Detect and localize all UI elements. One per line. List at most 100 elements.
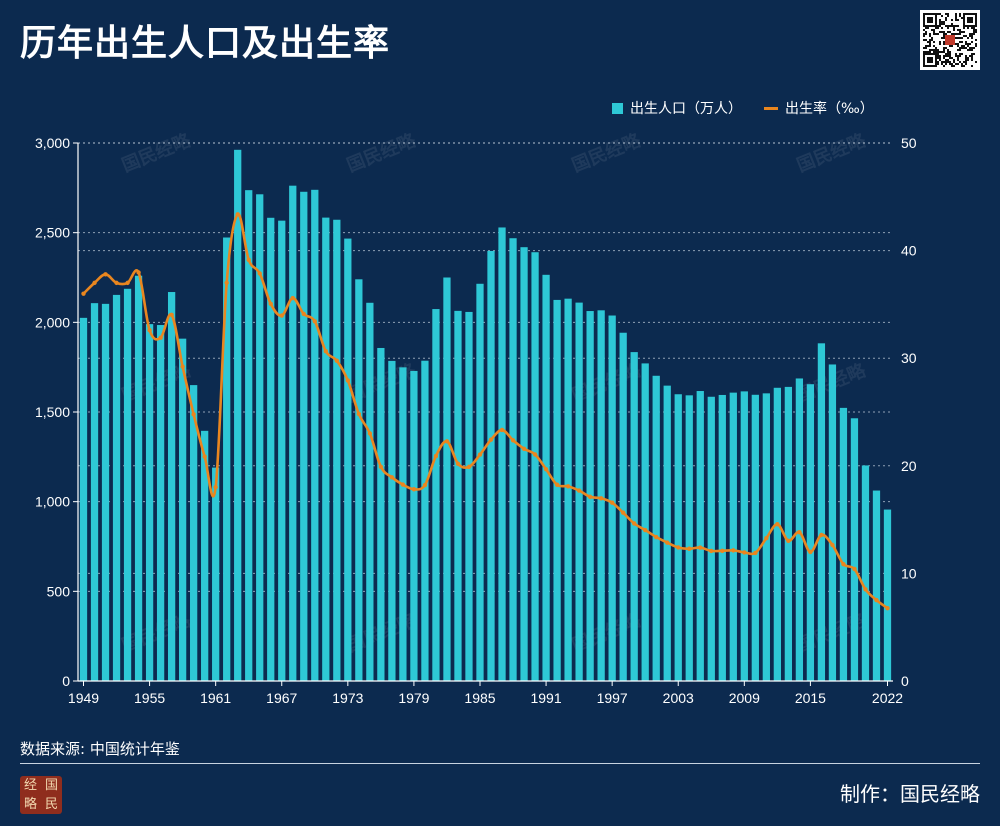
legend-line-swatch xyxy=(764,106,778,110)
x-tick-label: 1961 xyxy=(200,690,231,706)
birth-rate-point xyxy=(775,522,780,527)
bar xyxy=(487,250,495,681)
bar xyxy=(652,375,660,681)
bar xyxy=(344,238,352,682)
birth-rate-point xyxy=(191,412,196,417)
bar xyxy=(178,338,187,681)
birth-rate-point xyxy=(81,291,86,296)
bar xyxy=(619,332,627,681)
birth-rate-point xyxy=(631,521,637,526)
bar xyxy=(784,386,793,681)
logo-char: 国 xyxy=(44,778,58,793)
birth-rate-point xyxy=(169,312,174,318)
birth-rate-point xyxy=(477,452,483,457)
y-left-tick-label: 2,000 xyxy=(35,314,70,330)
watermark: 国民经略 xyxy=(344,129,420,177)
bar xyxy=(212,467,220,681)
birth-rate-point xyxy=(676,545,681,550)
bar xyxy=(432,309,440,681)
birth-rate-point xyxy=(819,532,824,538)
birth-rate-point xyxy=(367,431,373,436)
birth-rate-point xyxy=(642,527,648,533)
birth-rate-point xyxy=(665,540,670,545)
bar xyxy=(498,227,506,681)
logo-char: 略 xyxy=(23,797,37,812)
bar xyxy=(366,302,374,681)
bar xyxy=(663,385,671,681)
bar xyxy=(509,238,517,681)
x-tick-label: 1979 xyxy=(398,690,429,706)
bar xyxy=(454,310,462,681)
birth-rate-point xyxy=(279,313,284,318)
credit: 制作：国民经略 xyxy=(840,782,980,806)
bar xyxy=(388,360,396,681)
chart-legend: 出生人口（万人） 出生率（‰） xyxy=(612,98,874,118)
y-right-tick-label: 20 xyxy=(901,458,917,474)
birth-rate-point xyxy=(455,461,461,466)
y-left-tick-label: 500 xyxy=(47,583,71,599)
birth-rate-point xyxy=(885,605,890,611)
birth-rate-point xyxy=(257,271,262,276)
bar xyxy=(773,387,781,681)
bar xyxy=(234,149,242,681)
birth-rate-point xyxy=(433,453,439,459)
birth-rate-point xyxy=(521,446,527,451)
y-left-tick-label: 1,500 xyxy=(35,404,70,420)
y-right-tick-label: 10 xyxy=(901,565,917,581)
x-tick-label: 1991 xyxy=(530,690,561,706)
bar xyxy=(167,292,176,681)
birth-rate-point xyxy=(224,280,229,285)
bar xyxy=(134,275,143,681)
footer-divider xyxy=(20,763,980,764)
bar xyxy=(333,219,341,681)
x-tick-label: 1955 xyxy=(134,690,165,706)
y-right-tick-label: 40 xyxy=(901,243,917,259)
y-left-tick-label: 1,000 xyxy=(35,494,70,510)
birth-rate-point xyxy=(742,550,747,555)
birth-rate-point xyxy=(709,548,714,554)
y-right-tick-label: 30 xyxy=(901,350,917,366)
watermark: 国民经略 xyxy=(569,129,645,177)
birth-rate-point xyxy=(852,566,857,572)
bar xyxy=(828,364,837,681)
birth-rate-point xyxy=(301,311,306,317)
x-tick-label: 1997 xyxy=(597,690,628,706)
birth-rate-point xyxy=(136,270,141,275)
legend-line-label: 出生率（‰） xyxy=(785,101,874,117)
bar xyxy=(443,277,451,681)
birth-rate-point xyxy=(488,437,494,442)
bar xyxy=(817,343,826,681)
x-tick-label: 2003 xyxy=(663,690,694,706)
birth-rate-point xyxy=(92,280,97,286)
birth-rate-point xyxy=(609,500,615,505)
birth-rate-point xyxy=(565,484,571,489)
watermark: 国民经略 xyxy=(119,129,195,177)
bar xyxy=(112,294,121,681)
birth-rate-point xyxy=(510,438,516,443)
bar xyxy=(564,298,572,681)
birth-rate-point xyxy=(687,546,692,551)
birth-rate-point xyxy=(180,364,185,369)
bar xyxy=(399,367,407,681)
birth-rate-point xyxy=(753,550,758,556)
birth-rate-point xyxy=(499,427,505,433)
bar xyxy=(145,324,154,681)
logo-char: 经 xyxy=(23,778,37,793)
birth-rate-point xyxy=(268,301,273,307)
birth-rate-point xyxy=(786,538,791,543)
birth-rate-point xyxy=(235,212,240,217)
birth-rate-point xyxy=(125,280,130,286)
bar xyxy=(267,217,275,682)
bar xyxy=(300,191,308,681)
data-source: 数据来源: 中国统计年鉴 xyxy=(20,740,180,758)
birth-rate-point xyxy=(114,280,119,286)
x-tick-label: 1985 xyxy=(464,690,495,706)
birth-rate-point xyxy=(213,484,218,490)
birth-rate-point xyxy=(422,482,428,488)
birth-rate-point xyxy=(411,487,417,492)
birth-rate-point xyxy=(103,272,108,277)
bar xyxy=(740,391,748,681)
bar xyxy=(256,194,264,681)
bar xyxy=(806,384,815,681)
bar xyxy=(465,311,473,681)
